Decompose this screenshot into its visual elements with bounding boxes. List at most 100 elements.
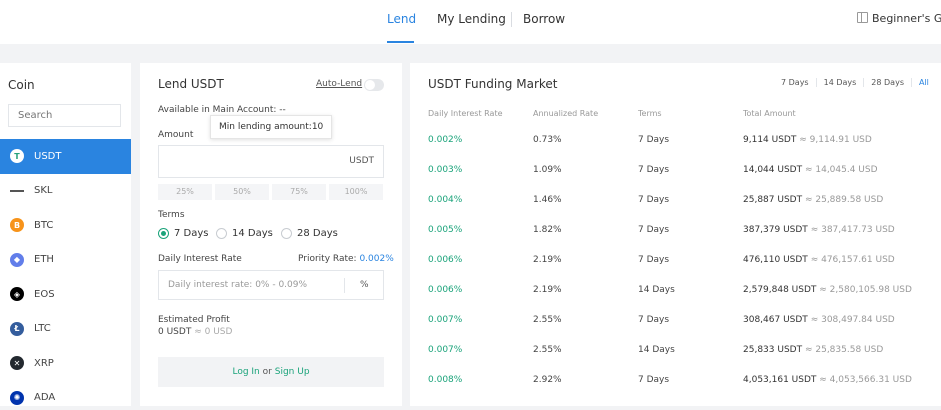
term-cell: 14 Days — [638, 285, 675, 295]
daily-rate-label: Daily Interest Rate — [158, 254, 242, 264]
priority-rate: Priority Rate: 0.002% — [298, 254, 394, 264]
auto-lend-label[interactable]: Auto-Lend — [316, 79, 363, 89]
signup-link[interactable]: Sign Up — [274, 367, 310, 377]
beginners-guide-label: Beginner's Gu — [872, 12, 941, 25]
radio-dot — [216, 228, 227, 239]
amount-input[interactable]: USDT — [158, 145, 384, 178]
total-amount-usdt: 387,379 USDT — [743, 225, 808, 235]
table-row[interactable]: 0.002% 0.73% 7 Days 9,114 USDT ≈ 9,114.91 U… — [410, 135, 941, 165]
total-amount-usdt: 25,833 USDT — [743, 345, 803, 355]
filter-28-days[interactable]: 28 Days — [863, 78, 911, 87]
term-7-days-radio[interactable]: 7 Days — [158, 228, 209, 239]
daily-rate-cell: 0.002% — [428, 135, 463, 145]
coin-item-btc[interactable]: B BTC — [0, 208, 131, 243]
annualized-rate-cell: 2.55% — [533, 315, 562, 325]
term-filter: 7 Days 14 Days 28 Days All — [774, 78, 936, 87]
auto-lend-toggle[interactable] — [364, 79, 384, 91]
term-cell: 14 Days — [638, 345, 675, 355]
daily-rate-cell: 0.004% — [428, 195, 463, 205]
funding-market-panel: USDT Funding Market 7 Days 14 Days 28 Days… — [410, 63, 941, 406]
coin-item-xrp[interactable]: ✕ XRP — [0, 346, 131, 381]
table-row[interactable]: 0.006% 2.19% 7 Days 476,110 USDT ≈ 476,157.… — [410, 255, 941, 285]
daily-rate-cell: 0.008% — [428, 375, 463, 385]
total-amount-usdt: 14,044 USDT — [743, 165, 803, 175]
top-nav: Lend My Lending Borrow Beginner's Gu — [0, 0, 941, 44]
filter-14-days[interactable]: 14 Days — [815, 78, 864, 87]
annualized-rate-cell: 1.82% — [533, 225, 562, 235]
active-tab-underline — [387, 41, 414, 43]
term-7-days-label: 7 Days — [174, 228, 209, 239]
percent-100-button[interactable]: 100% — [329, 184, 383, 200]
total-amount-usdt: 2,579,848 USDT — [743, 285, 817, 295]
tab-divider — [511, 12, 512, 27]
term-cell: 7 Days — [638, 375, 670, 385]
filter-7-days[interactable]: 7 Days — [781, 78, 809, 87]
coin-symbol: SKL — [34, 185, 53, 197]
table-row[interactable]: 0.003% 1.09% 7 Days 14,044 USDT ≈ 14,045.4 … — [410, 165, 941, 195]
radio-dot — [158, 228, 169, 239]
coin-search-input[interactable] — [8, 104, 121, 127]
daily-rate-input[interactable]: Daily interest rate: 0% - 0.09% % — [158, 270, 384, 300]
beginners-guide-link[interactable]: Beginner's Gu — [857, 12, 941, 25]
total-amount-usd: ≈ 9,114.91 USD — [799, 135, 872, 145]
tab-my-lending[interactable]: My Lending — [437, 12, 506, 26]
annualized-rate-cell: 2.19% — [533, 285, 562, 295]
daily-rate-cell: 0.007% — [428, 345, 463, 355]
table-row[interactable]: 0.008% 2.92% 7 Days 4,053,161 USDT ≈ 4,053,… — [410, 375, 941, 405]
coin-item-skl[interactable]: SKL — [0, 174, 131, 209]
total-amount-cell: 387,379 USDT ≈ 387,417.73 USD — [743, 225, 895, 235]
term-14-days-radio[interactable]: 14 Days — [216, 228, 273, 239]
total-amount-usd: ≈ 4,053,566.31 USD — [819, 375, 912, 385]
total-amount-usdt: 9,114 USDT — [743, 135, 797, 145]
term-cell: 7 Days — [638, 195, 670, 205]
priority-rate-label: Priority Rate: — [298, 254, 357, 264]
coin-item-eth[interactable]: ◆ ETH — [0, 243, 131, 278]
login-signup-button: Log In or Sign Up — [158, 357, 384, 387]
term-cell: 7 Days — [638, 165, 670, 175]
login-link[interactable]: Log In — [232, 367, 260, 377]
coin-item-usdt[interactable]: T USDT — [0, 139, 131, 174]
ethereum-icon: ◆ — [10, 252, 24, 267]
table-row[interactable]: 0.004% 1.46% 7 Days 25,887 USDT ≈ 25,889.58… — [410, 195, 941, 225]
table-row[interactable]: 0.006% 2.19% 14 Days 2,579,848 USDT ≈ 2,580… — [410, 285, 941, 315]
coin-symbol: USDT — [34, 150, 62, 162]
percent-75-button[interactable]: 75% — [272, 184, 326, 200]
table-row[interactable]: 0.007% 2.55% 14 Days 25,833 USDT ≈ 25,835.5… — [410, 345, 941, 375]
annualized-rate-cell: 2.92% — [533, 375, 562, 385]
eos-icon: ◈ — [10, 287, 24, 302]
total-amount-cell: 25,887 USDT ≈ 25,889.58 USD — [743, 195, 883, 205]
coin-symbol: XRP — [34, 357, 54, 369]
term-cell: 7 Days — [638, 135, 670, 145]
daily-rate-placeholder: Daily interest rate: 0% - 0.09% — [168, 280, 308, 290]
table-row[interactable]: 0.007% 2.55% 7 Days 308,467 USDT ≈ 308,497.… — [410, 315, 941, 345]
table-row[interactable]: 0.005% 1.82% 7 Days 387,379 USDT ≈ 387,417.… — [410, 225, 941, 255]
coin-symbol: EOS — [34, 288, 55, 300]
litecoin-icon: Ł — [10, 321, 24, 336]
coin-item-ltc[interactable]: Ł LTC — [0, 312, 131, 347]
term-cell: 7 Days — [638, 255, 670, 265]
priority-rate-value[interactable]: 0.002% — [359, 254, 394, 264]
bottom-strip — [0, 406, 941, 410]
market-title: USDT Funding Market — [428, 77, 558, 91]
total-amount-cell: 25,833 USDT ≈ 25,835.58 USD — [743, 345, 883, 355]
amount-label: Amount — [158, 130, 194, 140]
cardano-icon: ✺ — [10, 390, 24, 405]
annualized-rate-cell: 2.55% — [533, 345, 562, 355]
coin-item-eos[interactable]: ◈ EOS — [0, 277, 131, 312]
term-28-days-radio[interactable]: 28 Days — [281, 228, 338, 239]
daily-rate-cell: 0.003% — [428, 165, 463, 175]
percent-25-button[interactable]: 25% — [158, 184, 212, 200]
coin-item-ada[interactable]: ✺ ADA — [0, 381, 131, 410]
total-amount-cell: 308,467 USDT ≈ 308,497.84 USD — [743, 315, 895, 325]
book-icon — [857, 12, 868, 23]
tab-lend[interactable]: Lend — [387, 12, 417, 26]
estimated-profit: 0 USDT ≈ 0 USD — [158, 327, 232, 337]
total-amount-usd: ≈ 308,497.84 USD — [810, 315, 895, 325]
total-amount-cell: 2,579,848 USDT ≈ 2,580,105.98 USD — [743, 285, 912, 295]
percent-50-button[interactable]: 50% — [215, 184, 269, 200]
lend-panel: Lend USDT Auto-Lend Available in Main Ac… — [140, 63, 402, 406]
total-amount-cell: 14,044 USDT ≈ 14,045.4 USD — [743, 165, 878, 175]
tab-borrow[interactable]: Borrow — [523, 12, 566, 26]
total-amount-usdt: 308,467 USDT — [743, 315, 808, 325]
filter-all[interactable]: All — [910, 78, 936, 87]
